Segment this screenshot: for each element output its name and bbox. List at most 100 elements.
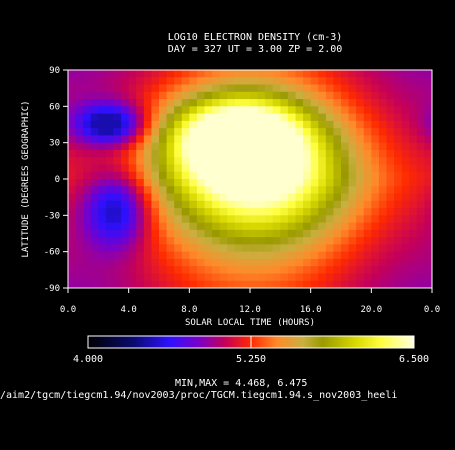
- heatmap-cell: [378, 84, 388, 93]
- heatmap-cell: [227, 186, 236, 195]
- heatmap-cell: [136, 215, 145, 224]
- heatmap-cell: [310, 193, 319, 202]
- heatmap-cell: [98, 91, 107, 100]
- heatmap-cell: [409, 142, 418, 151]
- heatmap-cell: [151, 120, 160, 129]
- heatmap-cell: [234, 273, 244, 282]
- heatmap-cell: [212, 237, 221, 245]
- heatmap-cell: [401, 251, 410, 260]
- heatmap-cell: [212, 280, 221, 288]
- heatmap-cell: [234, 266, 244, 275]
- heatmap-cell: [257, 113, 266, 122]
- heatmap-cell: [363, 171, 372, 180]
- heatmap-cell: [189, 164, 198, 173]
- heatmap-cell: [181, 179, 190, 187]
- heatmap-cell: [394, 193, 403, 202]
- heatmap-cell: [105, 258, 115, 267]
- heatmap-cell: [356, 157, 365, 166]
- heatmap-cell: [416, 149, 426, 158]
- heatmap-cell: [295, 171, 304, 180]
- heatmap-cell: [68, 244, 77, 253]
- heatmap-cell: [356, 120, 365, 129]
- heatmap-cell: [166, 244, 175, 253]
- heatmap-cell: [234, 280, 244, 288]
- heatmap-cell: [90, 222, 99, 231]
- heatmap-cell: [348, 273, 357, 282]
- heatmap-cell: [341, 222, 350, 231]
- heatmap-cell: [310, 171, 319, 180]
- heatmap-cell: [181, 149, 190, 158]
- heatmap-cell: [143, 266, 153, 275]
- heatmap-cell: [401, 164, 410, 173]
- heatmap-cell: [333, 280, 342, 288]
- heatmap-cell: [219, 193, 228, 202]
- heatmap-cell: [356, 149, 365, 158]
- heatmap-cell: [371, 273, 380, 282]
- heatmap-cell: [227, 120, 236, 129]
- heatmap-cell: [272, 171, 281, 180]
- heatmap-cell: [219, 186, 228, 195]
- heatmap-cell: [333, 157, 342, 166]
- heatmap-cell: [386, 266, 395, 275]
- heatmap-cell: [356, 113, 365, 122]
- heatmap-cell: [265, 106, 274, 115]
- heatmap-cell: [409, 273, 418, 282]
- heatmap-cell: [113, 164, 122, 173]
- heatmap-cell: [348, 142, 357, 151]
- heatmap-cell: [212, 142, 221, 151]
- heatmap-cell: [83, 135, 92, 144]
- y-tick-label: -60: [44, 248, 60, 258]
- heatmap-cell: [75, 77, 84, 86]
- heatmap-cell: [371, 77, 380, 86]
- heatmap-cell: [386, 222, 395, 231]
- heatmap-cell: [409, 106, 418, 115]
- heatmap-cell: [105, 120, 115, 129]
- heatmap-cell: [265, 208, 274, 216]
- heatmap-cell: [348, 91, 357, 100]
- heatmap-cell: [113, 84, 122, 93]
- heatmap-cell: [83, 91, 92, 100]
- heatmap-cell: [121, 229, 130, 238]
- heatmap-cell: [166, 164, 175, 173]
- heatmap-cell: [257, 106, 266, 115]
- heatmap-cell: [318, 258, 327, 267]
- heatmap-cell: [204, 120, 213, 129]
- heatmap-cell: [409, 84, 418, 93]
- heatmap-cell: [174, 266, 183, 275]
- heatmap-cell: [121, 208, 130, 216]
- heatmap-cell: [310, 237, 319, 245]
- heatmap-cell: [265, 77, 274, 86]
- heatmap-cell: [166, 280, 175, 288]
- heatmap-cell: [212, 200, 221, 209]
- heatmap-cell: [196, 142, 206, 151]
- heatmap-cell: [113, 229, 122, 238]
- heatmap-cell: [333, 193, 342, 202]
- heatmap-cell: [333, 229, 342, 238]
- heatmap-cell: [121, 273, 130, 282]
- heatmap-cell: [90, 237, 99, 245]
- heatmap-cell: [83, 258, 92, 267]
- heatmap-cell: [348, 77, 357, 86]
- heatmap-cell: [83, 128, 92, 136]
- heatmap-cell: [90, 244, 99, 253]
- heatmap-cell: [227, 135, 236, 144]
- heatmap-cell: [68, 186, 77, 195]
- heatmap-cell: [105, 84, 115, 93]
- heatmap-cell: [287, 142, 297, 151]
- heatmap-cell: [394, 251, 403, 260]
- heatmap-cell: [136, 91, 145, 100]
- heatmap-cell: [212, 149, 221, 158]
- heatmap-cell: [204, 106, 213, 115]
- heatmap-cell: [204, 258, 213, 267]
- heatmap-cell: [272, 164, 281, 173]
- heatmap-cell: [318, 142, 327, 151]
- heatmap-cell: [371, 266, 380, 275]
- heatmap-cell: [234, 120, 244, 129]
- heatmap-cell: [416, 70, 426, 78]
- heatmap-cell: [333, 244, 342, 253]
- heatmap-cell: [265, 200, 274, 209]
- heatmap-cell: [341, 280, 350, 288]
- heatmap-cell: [257, 258, 266, 267]
- heatmap-cell: [295, 91, 304, 100]
- heatmap-cell: [250, 171, 259, 180]
